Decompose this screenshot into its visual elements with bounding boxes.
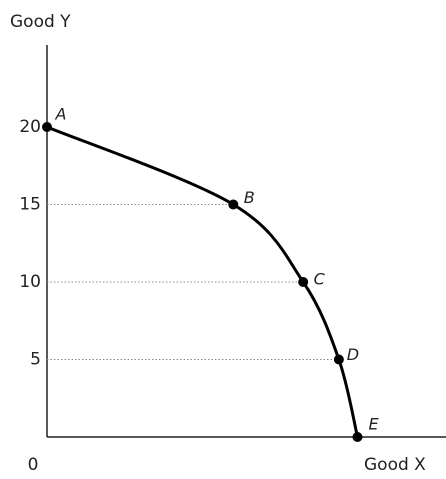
point bbox=[298, 277, 309, 287]
y-axis-label: Good Y bbox=[10, 12, 71, 32]
point bbox=[42, 122, 52, 132]
point bbox=[228, 199, 239, 210]
point-label: D bbox=[347, 345, 359, 364]
point-label: B bbox=[244, 188, 255, 207]
point-label: A bbox=[55, 105, 67, 124]
ppf-curve bbox=[46, 125, 359, 438]
y-tick-label: 20 bbox=[19, 117, 41, 137]
point bbox=[333, 354, 344, 365]
point-label: C bbox=[314, 270, 326, 289]
x-axis-label: Good X bbox=[364, 455, 426, 475]
y-tick-label: 15 bbox=[19, 195, 41, 215]
point bbox=[352, 432, 363, 442]
y-tick-label: 10 bbox=[19, 272, 41, 292]
point-label: E bbox=[368, 415, 379, 434]
y-tick-label: 5 bbox=[30, 350, 41, 370]
origin-label: 0 bbox=[28, 455, 39, 475]
